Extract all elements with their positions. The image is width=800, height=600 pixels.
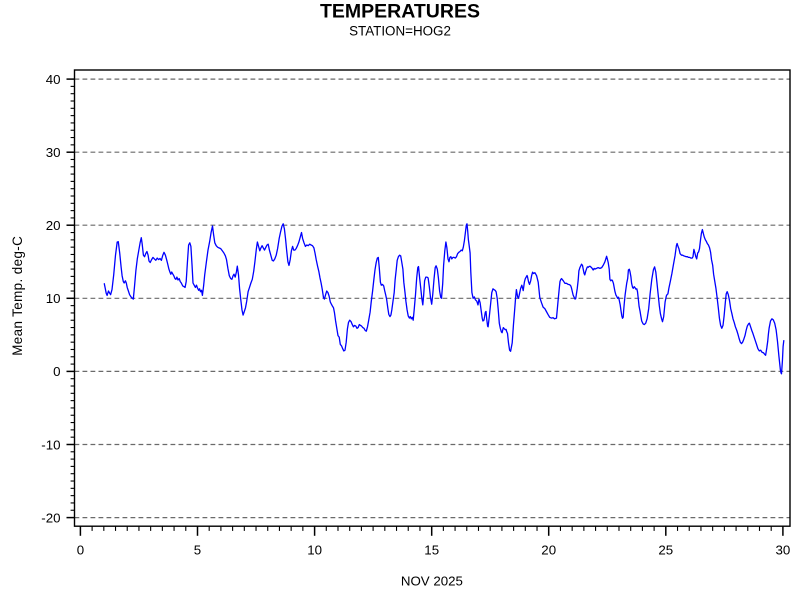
svg-text:40: 40 (46, 72, 61, 87)
svg-text:20: 20 (541, 542, 556, 557)
svg-text:Mean Temp. deg-C: Mean Temp. deg-C (10, 236, 25, 356)
svg-text:10: 10 (307, 542, 322, 557)
svg-text:STATION=HOG2: STATION=HOG2 (349, 23, 451, 38)
svg-text:-10: -10 (41, 437, 60, 452)
svg-text:NOV 2025: NOV 2025 (401, 574, 463, 589)
svg-text:20: 20 (46, 218, 61, 233)
svg-text:10: 10 (46, 291, 61, 306)
svg-text:30: 30 (776, 542, 791, 557)
svg-text:5: 5 (194, 542, 201, 557)
svg-text:30: 30 (46, 145, 61, 160)
svg-text:-20: -20 (41, 510, 60, 525)
svg-text:25: 25 (658, 542, 673, 557)
svg-text:0: 0 (77, 542, 84, 557)
svg-text:TEMPERATURES: TEMPERATURES (320, 1, 480, 23)
svg-text:15: 15 (424, 542, 439, 557)
svg-text:0: 0 (53, 364, 60, 379)
